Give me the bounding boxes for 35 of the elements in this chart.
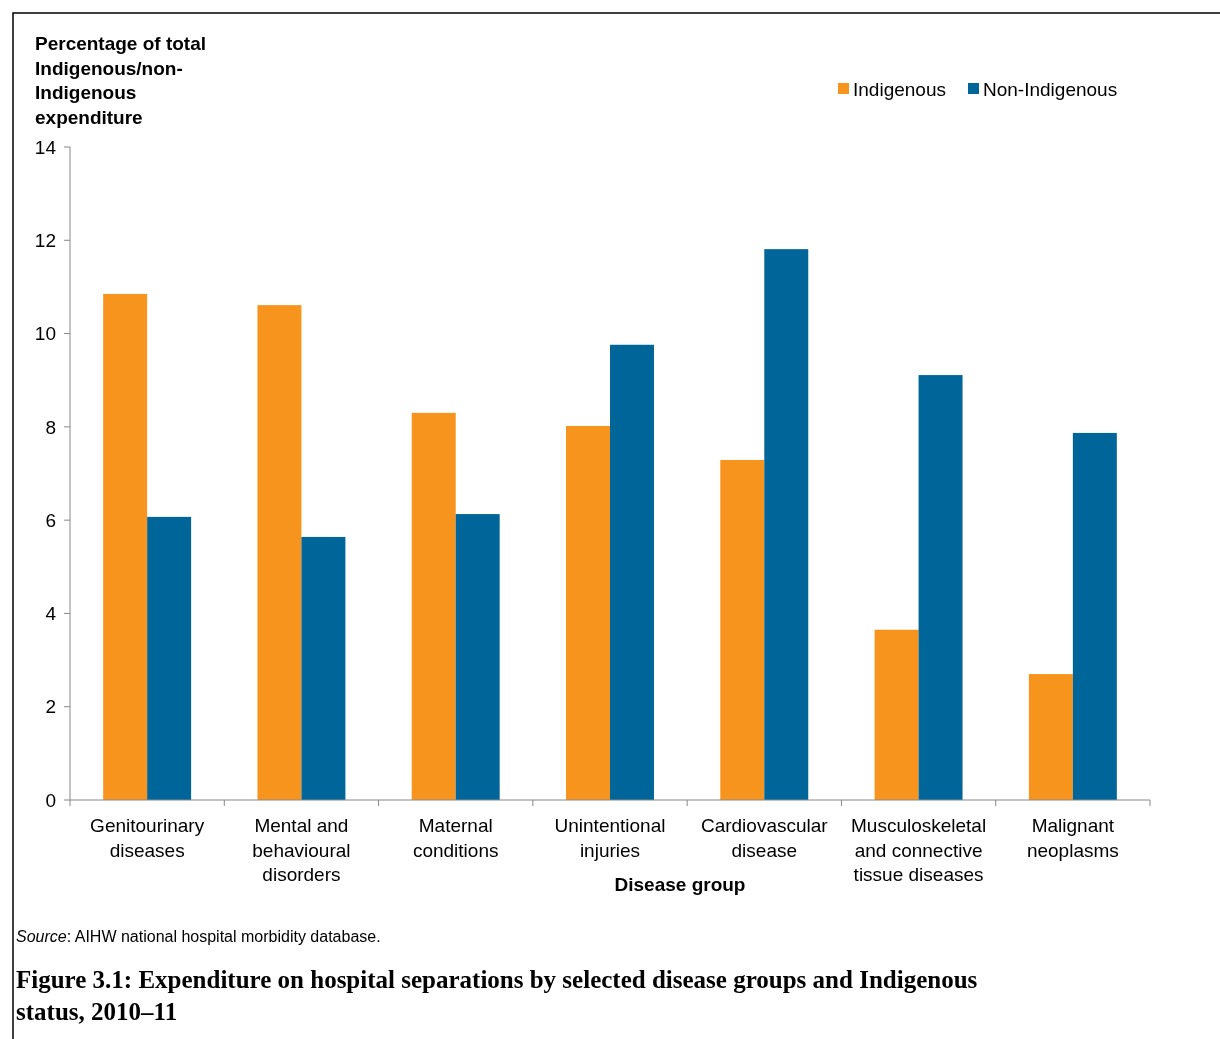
y-tick-label: 2 [45,696,56,718]
source-note: Source: AIHW national hospital morbidity database. [16,928,381,945]
y-tick-label: 8 [45,416,56,438]
bar [301,536,346,800]
x-tick-label: Genitourinary diseases [90,815,205,861]
x-axis-title: Disease group [614,874,746,895]
bar [147,516,192,800]
y-tick-label: 6 [45,509,56,531]
text: Figure 3.1: Expenditure on hospital separations by selected disease groups and Indigenous status, 2010–11 [16,966,978,1025]
legend-label: Indigenous [853,78,946,100]
x-tick-label: Musculoskeletal and connective tissue diseases [850,815,987,885]
bar [103,293,148,800]
bar [1072,432,1117,800]
y-tick-label: 4 [45,603,57,625]
y-tick-label: 0 [45,789,56,811]
x-tick-label: Malignant neoplasms [1026,815,1119,861]
bar [1028,674,1073,800]
x-tick-label: Unintentional injuries [554,815,666,861]
x-tick-label: Cardiovascular disease [700,815,829,861]
bar [411,412,456,800]
x-tick-label: Mental and behavioural disorders [252,815,351,885]
bar [455,514,500,800]
bar [257,305,302,800]
y-tick-label: 12 [34,229,56,251]
y-tick-label: 14 [34,136,57,158]
x-tick-label: Maternal conditions [412,815,499,861]
bar [720,459,765,800]
bar [918,375,963,800]
bar [566,425,610,800]
bar [764,249,809,800]
bar [874,629,919,800]
y-tick-label: 10 [34,323,56,345]
y-axis-title: Percentage of total Indigenous/non-Indigenous expenditure [35,33,207,128]
legend-label: Non-Indigenous [983,78,1118,100]
bar [610,344,654,800]
